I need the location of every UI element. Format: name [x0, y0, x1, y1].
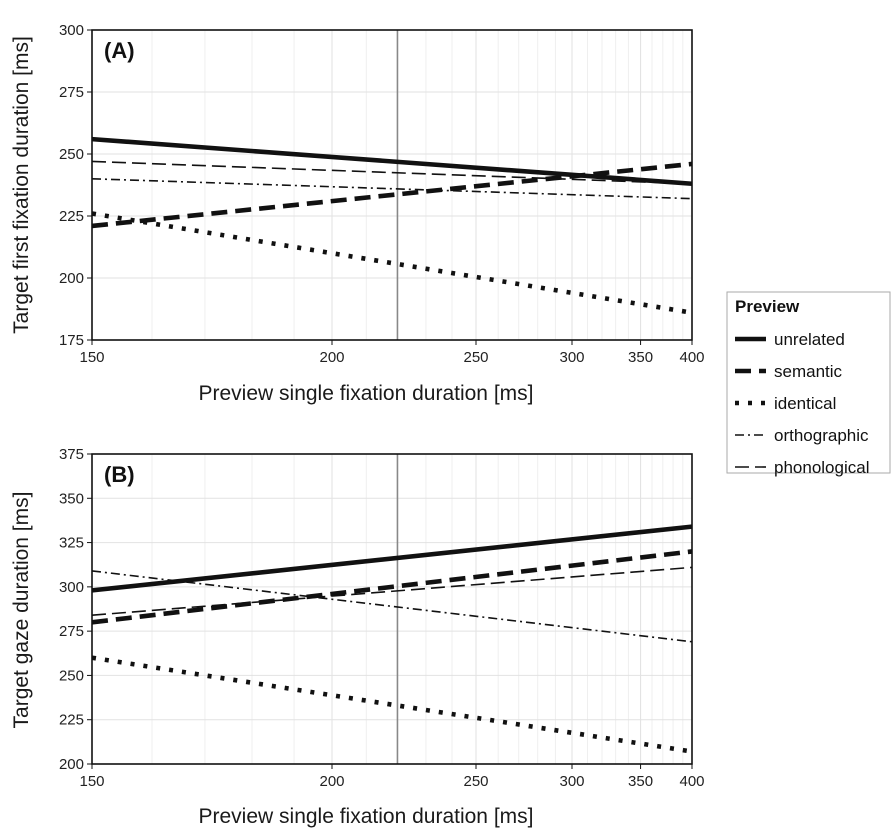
- panel-a-x-tick-label: 400: [679, 349, 704, 366]
- panel-a-x-tick-label: 200: [319, 349, 344, 366]
- panel-a-tag: (A): [104, 38, 135, 63]
- panel-a-x-tick-label: 300: [559, 349, 584, 366]
- legend-item-unrelated: unrelated: [774, 330, 845, 349]
- panel-b-y-axis-label: Target gaze duration [ms]: [10, 492, 33, 729]
- legend: Preview unrelated semantic identical orthog…: [726, 291, 891, 477]
- panel-b-y-tick-label: 325: [59, 535, 84, 552]
- panel-b-x-tick-label: 200: [319, 773, 344, 790]
- legend-item-identical: identical: [774, 394, 836, 413]
- panel-a-series-phonological: [91, 160, 693, 185]
- panel-a-plot-area: [92, 30, 692, 340]
- legend-box: [726, 291, 891, 474]
- panel-a-y-axis-label: Target first fixation duration [ms]: [10, 36, 33, 334]
- panel-b-y-tick-label: 200: [59, 756, 84, 773]
- legend-item-orthographic: orthographic: [774, 426, 869, 445]
- panel-a-x-tick-label: 150: [79, 349, 104, 366]
- panel-a-y-tick-label: 225: [59, 208, 84, 225]
- panel-a-x-tick-label: 350: [628, 349, 653, 366]
- panel-b-chart: Target gaze duration [ms] Preview single…: [10, 446, 705, 828]
- panel-a-y-tick-label: 200: [59, 270, 84, 287]
- panel-b-x-tick-label: 300: [559, 773, 584, 790]
- panel-a-y-tick-label: 275: [59, 84, 84, 101]
- panel-b-x-tick-label: 350: [628, 773, 653, 790]
- panel-b-series-semantic: [91, 549, 693, 625]
- panel-a-chart: Target first fixation duration [ms] Prev…: [10, 22, 705, 405]
- panel-b-y-tick-label: 350: [59, 490, 84, 507]
- legend-item-semantic: semantic: [774, 362, 843, 381]
- panel-b-series-orthographic: [91, 570, 693, 643]
- panel-b-x-tick-label: 150: [79, 773, 104, 790]
- panel-b-x-tick-label: 250: [463, 773, 488, 790]
- panel-b-y-tick-label: 225: [59, 712, 84, 729]
- panel-b-y-tick-label: 300: [59, 579, 84, 596]
- legend-item-phonological: phonological: [774, 458, 869, 477]
- panel-a-frame: [91, 29, 693, 341]
- panel-a-series-orthographic: [91, 178, 693, 200]
- panel-a-y-tick-label: 175: [59, 332, 84, 349]
- panel-b-x-axis-label: Preview single fixation duration [ms]: [199, 805, 534, 828]
- panel-b-y-tick-label: 375: [59, 446, 84, 463]
- panel-b-y-tick-label: 275: [59, 623, 84, 640]
- panel-b-series-phonological: [91, 566, 693, 616]
- panel-b-y-tick-label: 250: [59, 667, 84, 684]
- panel-b-tag: (B): [104, 462, 135, 487]
- panel-b-series-unrelated: [91, 524, 693, 593]
- legend-title: Preview: [735, 297, 800, 316]
- panel-a-x-tick-label: 250: [463, 349, 488, 366]
- panel-a-y-tick-label: 300: [59, 22, 84, 39]
- panel-a-x-axis-label: Preview single fixation duration [ms]: [199, 382, 534, 405]
- panel-a-series-unrelated: [91, 136, 693, 187]
- panel-b-x-tick-label: 400: [679, 773, 704, 790]
- panel-a-series-semantic: [91, 161, 693, 229]
- panel-a-y-tick-label: 250: [59, 146, 84, 163]
- panel-b-frame: [91, 453, 693, 765]
